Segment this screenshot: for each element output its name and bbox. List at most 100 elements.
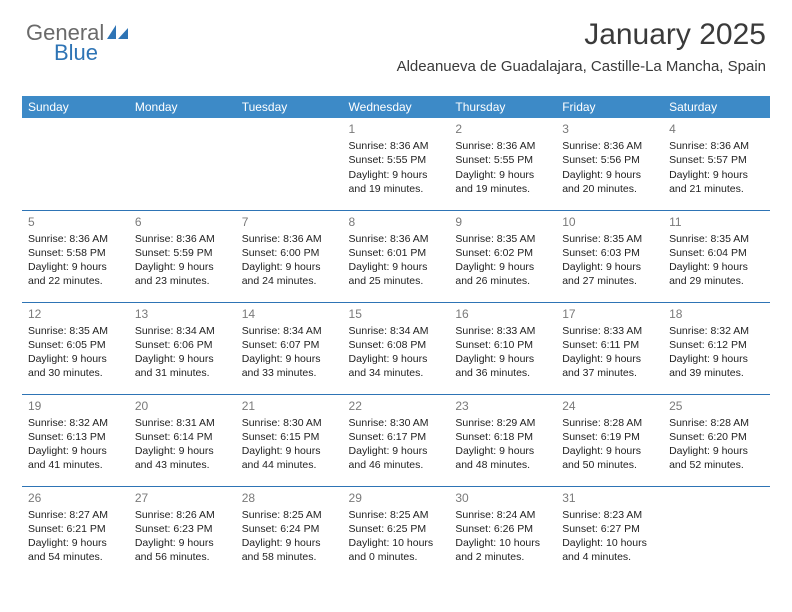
sunrise-text: Sunrise: 8:25 AM [242,508,337,522]
sunrise-text: Sunrise: 8:26 AM [135,508,230,522]
sunrise-text: Sunrise: 8:30 AM [349,416,444,430]
sunset-text: Sunset: 6:12 PM [669,338,764,352]
sunrise-text: Sunrise: 8:28 AM [562,416,657,430]
calendar-empty-cell [663,486,770,578]
daylight-text-2: and 24 minutes. [242,274,337,288]
calendar-day-cell: 18Sunrise: 8:32 AMSunset: 6:12 PMDayligh… [663,302,770,394]
day-number: 30 [455,490,550,506]
sunset-text: Sunset: 6:21 PM [28,522,123,536]
sunset-text: Sunset: 6:08 PM [349,338,444,352]
calendar-day-cell: 23Sunrise: 8:29 AMSunset: 6:18 PMDayligh… [449,394,556,486]
sunrise-text: Sunrise: 8:33 AM [562,324,657,338]
daylight-text-1: Daylight: 10 hours [455,536,550,550]
location-subtitle: Aldeanueva de Guadalajara, Castille-La M… [397,58,766,75]
day-number: 31 [562,490,657,506]
calendar-week-row: 1Sunrise: 8:36 AMSunset: 5:55 PMDaylight… [22,118,770,210]
sunrise-text: Sunrise: 8:32 AM [28,416,123,430]
sunrise-text: Sunrise: 8:31 AM [135,416,230,430]
day-number: 4 [669,121,764,137]
calendar-week-row: 5Sunrise: 8:36 AMSunset: 5:58 PMDaylight… [22,210,770,302]
daylight-text-1: Daylight: 9 hours [242,260,337,274]
daylight-text-2: and 20 minutes. [562,182,657,196]
sunrise-text: Sunrise: 8:35 AM [562,232,657,246]
sunset-text: Sunset: 5:55 PM [455,153,550,167]
day-number: 16 [455,306,550,322]
day-number: 8 [349,214,444,230]
brand-logo: GeneralBlue [26,20,130,66]
sunset-text: Sunset: 6:15 PM [242,430,337,444]
day-number: 3 [562,121,657,137]
daylight-text-2: and 2 minutes. [455,550,550,564]
sunrise-text: Sunrise: 8:30 AM [242,416,337,430]
sunrise-text: Sunrise: 8:36 AM [135,232,230,246]
day-number: 20 [135,398,230,414]
daylight-text-2: and 23 minutes. [135,274,230,288]
daylight-text-2: and 21 minutes. [669,182,764,196]
daylight-text-2: and 29 minutes. [669,274,764,288]
calendar-day-cell: 21Sunrise: 8:30 AMSunset: 6:15 PMDayligh… [236,394,343,486]
daylight-text-1: Daylight: 9 hours [455,260,550,274]
month-title: January 2025 [397,18,766,52]
day-number: 23 [455,398,550,414]
calendar-day-cell: 28Sunrise: 8:25 AMSunset: 6:24 PMDayligh… [236,486,343,578]
day-number: 24 [562,398,657,414]
day-number: 13 [135,306,230,322]
sunrise-text: Sunrise: 8:33 AM [455,324,550,338]
sunset-text: Sunset: 5:55 PM [349,153,444,167]
sunset-text: Sunset: 5:59 PM [135,246,230,260]
sunset-text: Sunset: 6:23 PM [135,522,230,536]
calendar-day-cell: 8Sunrise: 8:36 AMSunset: 6:01 PMDaylight… [343,210,450,302]
day-number: 14 [242,306,337,322]
sunset-text: Sunset: 6:06 PM [135,338,230,352]
daylight-text-1: Daylight: 9 hours [28,536,123,550]
calendar-day-cell: 9Sunrise: 8:35 AMSunset: 6:02 PMDaylight… [449,210,556,302]
sunrise-text: Sunrise: 8:28 AM [669,416,764,430]
daylight-text-1: Daylight: 9 hours [562,352,657,366]
daylight-text-1: Daylight: 10 hours [349,536,444,550]
daylight-text-2: and 4 minutes. [562,550,657,564]
day-number: 11 [669,214,764,230]
calendar-day-cell: 4Sunrise: 8:36 AMSunset: 5:57 PMDaylight… [663,118,770,210]
sunrise-text: Sunrise: 8:25 AM [349,508,444,522]
sunset-text: Sunset: 5:56 PM [562,153,657,167]
sunrise-text: Sunrise: 8:34 AM [135,324,230,338]
daylight-text-1: Daylight: 9 hours [28,260,123,274]
daylight-text-1: Daylight: 10 hours [562,536,657,550]
calendar-day-cell: 30Sunrise: 8:24 AMSunset: 6:26 PMDayligh… [449,486,556,578]
sunset-text: Sunset: 6:19 PM [562,430,657,444]
calendar-day-cell: 19Sunrise: 8:32 AMSunset: 6:13 PMDayligh… [22,394,129,486]
daylight-text-2: and 43 minutes. [135,458,230,472]
calendar-empty-cell [22,118,129,210]
daylight-text-1: Daylight: 9 hours [349,444,444,458]
sunset-text: Sunset: 6:27 PM [562,522,657,536]
title-block: January 2025 Aldeanueva de Guadalajara, … [397,18,766,75]
daylight-text-1: Daylight: 9 hours [669,260,764,274]
sunrise-text: Sunrise: 8:34 AM [242,324,337,338]
calendar-empty-cell [236,118,343,210]
calendar-day-cell: 14Sunrise: 8:34 AMSunset: 6:07 PMDayligh… [236,302,343,394]
sunrise-text: Sunrise: 8:32 AM [669,324,764,338]
sunrise-text: Sunrise: 8:34 AM [349,324,444,338]
sunset-text: Sunset: 6:00 PM [242,246,337,260]
day-number: 22 [349,398,444,414]
daylight-text-1: Daylight: 9 hours [562,444,657,458]
calendar-week-row: 12Sunrise: 8:35 AMSunset: 6:05 PMDayligh… [22,302,770,394]
calendar-day-cell: 7Sunrise: 8:36 AMSunset: 6:00 PMDaylight… [236,210,343,302]
day-number: 7 [242,214,337,230]
daylight-text-2: and 19 minutes. [455,182,550,196]
calendar-day-cell: 1Sunrise: 8:36 AMSunset: 5:55 PMDaylight… [343,118,450,210]
sunset-text: Sunset: 6:02 PM [455,246,550,260]
day-number: 15 [349,306,444,322]
daylight-text-2: and 33 minutes. [242,366,337,380]
daylight-text-2: and 50 minutes. [562,458,657,472]
sunset-text: Sunset: 5:58 PM [28,246,123,260]
daylight-text-2: and 31 minutes. [135,366,230,380]
day-number: 5 [28,214,123,230]
day-number: 18 [669,306,764,322]
daylight-text-2: and 54 minutes. [28,550,123,564]
day-header: Thursday [449,96,556,118]
day-header: Wednesday [343,96,450,118]
sunset-text: Sunset: 6:01 PM [349,246,444,260]
calendar-day-cell: 22Sunrise: 8:30 AMSunset: 6:17 PMDayligh… [343,394,450,486]
calendar-day-cell: 10Sunrise: 8:35 AMSunset: 6:03 PMDayligh… [556,210,663,302]
